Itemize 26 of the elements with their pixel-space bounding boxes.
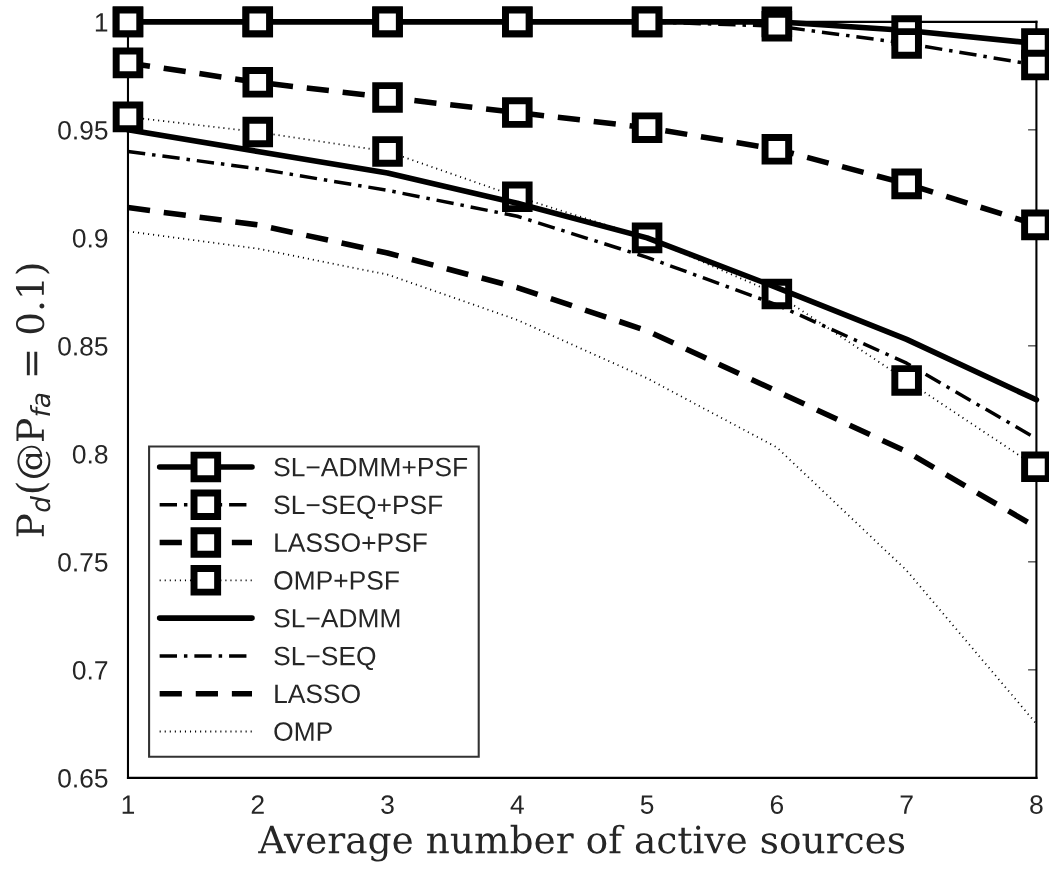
y-tick-label: 0.65: [58, 768, 108, 788]
legend-label: LASSO: [275, 684, 360, 704]
y-tick-label: 0.75: [58, 552, 108, 572]
x-tick-label: 3: [381, 795, 394, 814]
y-tick-label: 0.8: [72, 444, 108, 464]
y-tick-label: 0.9: [72, 228, 108, 248]
x-axis-title: Average number of active sources: [258, 824, 905, 862]
x-tick-label: 5: [640, 795, 654, 814]
x-tick-label: 1: [122, 795, 135, 814]
legend-label: LASSO+PSF: [275, 533, 427, 553]
x-tick-label: 4: [510, 795, 524, 814]
legend-label: OMP+PSF: [274, 571, 399, 590]
legend-label: SL−SEQ: [274, 646, 376, 671]
legend-label: SL−ADMM: [274, 608, 400, 628]
y-tick-label: 0.7: [72, 660, 108, 680]
x-tick-label: 6: [770, 795, 784, 814]
legend-label: SL−SEQ+PSF: [274, 495, 443, 519]
x-tick-label: 2: [251, 795, 264, 814]
y-tick-label: 0.95: [58, 120, 108, 140]
y-tick-label: 1: [95, 13, 108, 32]
y-tick-label: 0.85: [58, 336, 108, 356]
legend-label: SL−ADMM+PSF: [274, 457, 468, 477]
x-tick-label: 7: [900, 795, 913, 814]
x-tick-label: 8: [1030, 795, 1043, 814]
legend-label: OMP: [274, 722, 332, 741]
y-axis-title: P$_{d}$(@P$_{fa}$ = 0.1): [15, 264, 51, 537]
